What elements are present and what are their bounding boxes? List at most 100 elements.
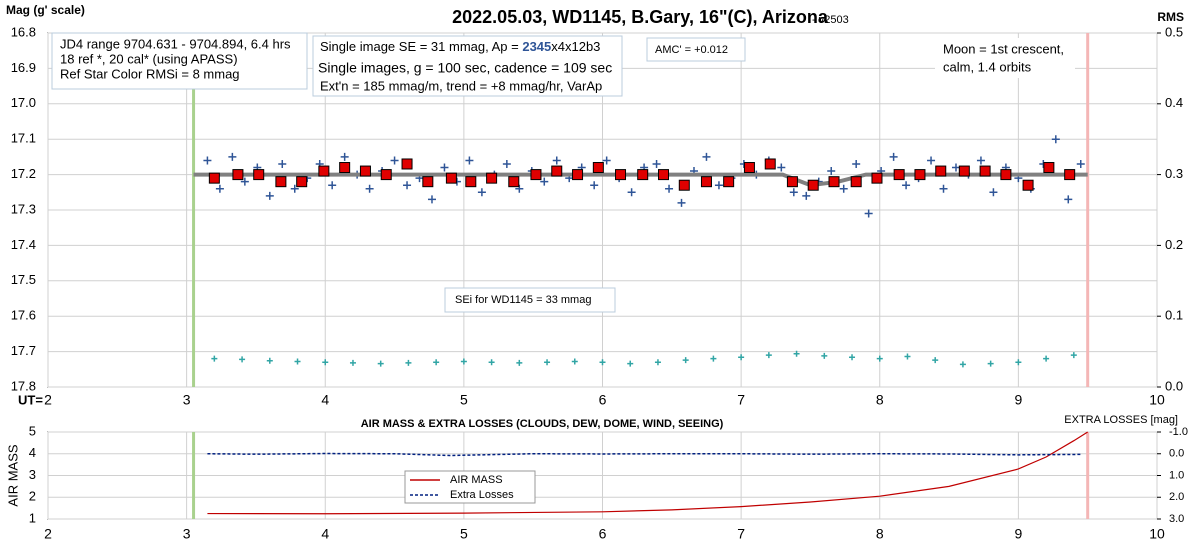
data-point bbox=[208, 172, 220, 184]
y-axis-label: AIR MASS bbox=[5, 444, 20, 506]
x-axis-label: UT= bbox=[18, 392, 43, 407]
y-tick-label: 4 bbox=[29, 445, 36, 460]
annotation: Ref Star Color RMSi = 8 mmag bbox=[60, 66, 240, 81]
y-tick-label: 17.7 bbox=[11, 343, 36, 358]
data-point bbox=[590, 181, 599, 190]
data-point bbox=[657, 169, 669, 181]
y2-tick-label: 0.0 bbox=[1165, 378, 1183, 393]
annotation: AMC' = +0.012 bbox=[655, 44, 728, 56]
data-point bbox=[592, 162, 604, 174]
data-point bbox=[850, 176, 862, 188]
data-point bbox=[602, 156, 611, 165]
x-tick-label: 7 bbox=[737, 526, 745, 542]
data-point bbox=[465, 176, 477, 188]
data-point bbox=[488, 359, 495, 366]
annotation: calm, 1.4 orbits bbox=[943, 59, 1032, 74]
y-tick-label: 17.4 bbox=[11, 237, 36, 252]
data-point bbox=[508, 176, 520, 188]
y-tick-label: 17.3 bbox=[11, 201, 36, 216]
x-tick-label: 6 bbox=[599, 526, 607, 542]
data-point bbox=[951, 163, 960, 172]
annotation: JD4 range 9704.631 - 9704.894, 6.4 hrs bbox=[60, 36, 291, 51]
data-point bbox=[789, 188, 798, 197]
annotation: Ext'n = 185 mmag/m, trend = +8 mmag/hr, … bbox=[320, 78, 602, 93]
data-point bbox=[700, 176, 712, 188]
data-point bbox=[401, 158, 413, 170]
data-point bbox=[571, 358, 578, 365]
x-tick-label: 10 bbox=[1149, 392, 1165, 408]
data-point bbox=[637, 169, 649, 181]
data-point bbox=[240, 177, 249, 186]
data-point bbox=[627, 360, 634, 367]
annotation-box bbox=[312, 35, 623, 97]
data-point bbox=[710, 355, 717, 362]
data-point bbox=[322, 359, 329, 366]
y-axis-label: Mag (g' scale) bbox=[6, 3, 85, 17]
y-tick-label: 1 bbox=[29, 510, 36, 525]
data-point bbox=[340, 152, 349, 161]
data-point bbox=[654, 359, 661, 366]
data-point bbox=[939, 184, 948, 193]
annotation-highlight: 2345 bbox=[522, 39, 551, 54]
data-point bbox=[390, 156, 399, 165]
data-point bbox=[239, 356, 246, 363]
data-point bbox=[290, 184, 299, 193]
data-point bbox=[682, 357, 689, 364]
data-point bbox=[544, 359, 551, 366]
y2-tick-label: 0.5 bbox=[1165, 24, 1183, 39]
data-point bbox=[318, 165, 330, 177]
x-tick-label: 9 bbox=[1014, 392, 1022, 408]
data-point bbox=[1022, 179, 1034, 191]
data-point bbox=[959, 361, 966, 368]
data-point bbox=[889, 152, 898, 161]
data-point bbox=[678, 179, 690, 191]
data-point bbox=[445, 172, 457, 184]
data-point bbox=[976, 156, 985, 165]
x-tick-label: 7 bbox=[737, 392, 745, 408]
data-point bbox=[627, 188, 636, 197]
data-point bbox=[786, 176, 798, 188]
x-tick-label: 2 bbox=[44, 526, 52, 542]
data-point bbox=[743, 162, 755, 174]
data-point bbox=[927, 156, 936, 165]
data-point bbox=[852, 159, 861, 168]
data-point bbox=[932, 357, 939, 364]
data-point bbox=[349, 359, 356, 366]
y-tick-label: 17.1 bbox=[11, 131, 36, 146]
data-point bbox=[839, 184, 848, 193]
x-tick-label: 4 bbox=[321, 526, 329, 542]
series-line bbox=[207, 452, 1081, 457]
y-tick-label: 3 bbox=[29, 467, 36, 482]
data-point bbox=[793, 350, 800, 357]
data-point bbox=[433, 359, 440, 366]
x-tick-label: 5 bbox=[460, 526, 468, 542]
data-point bbox=[864, 209, 873, 218]
y2-tick-label: 0.0 bbox=[1169, 448, 1184, 460]
data-point bbox=[253, 169, 265, 181]
x-tick-label: 6 bbox=[599, 392, 607, 408]
data-point bbox=[914, 169, 926, 181]
data-point bbox=[1070, 352, 1077, 359]
y2-tick-label: 1.0 bbox=[1169, 469, 1184, 481]
data-point bbox=[365, 184, 374, 193]
data-point bbox=[777, 163, 786, 172]
data-point bbox=[702, 152, 711, 161]
legend-box bbox=[404, 470, 536, 504]
data-point bbox=[871, 172, 883, 184]
data-point bbox=[893, 169, 905, 181]
data-point bbox=[228, 152, 237, 161]
x-tick-label: 4 bbox=[321, 392, 329, 408]
data-point bbox=[380, 169, 392, 181]
x-tick-label: 8 bbox=[876, 392, 884, 408]
annotation-text: Single image SE = 31 mmag, Ap = bbox=[320, 39, 522, 54]
data-point bbox=[377, 360, 384, 367]
legend-label: Extra Losses bbox=[450, 489, 514, 501]
data-point bbox=[275, 176, 287, 188]
data-point bbox=[935, 165, 947, 177]
y-tick-label: 17.6 bbox=[11, 308, 36, 323]
data-point bbox=[1043, 355, 1050, 362]
data-point bbox=[979, 165, 991, 177]
data-point bbox=[232, 169, 244, 181]
data-point bbox=[1000, 169, 1012, 181]
data-point bbox=[530, 169, 542, 181]
